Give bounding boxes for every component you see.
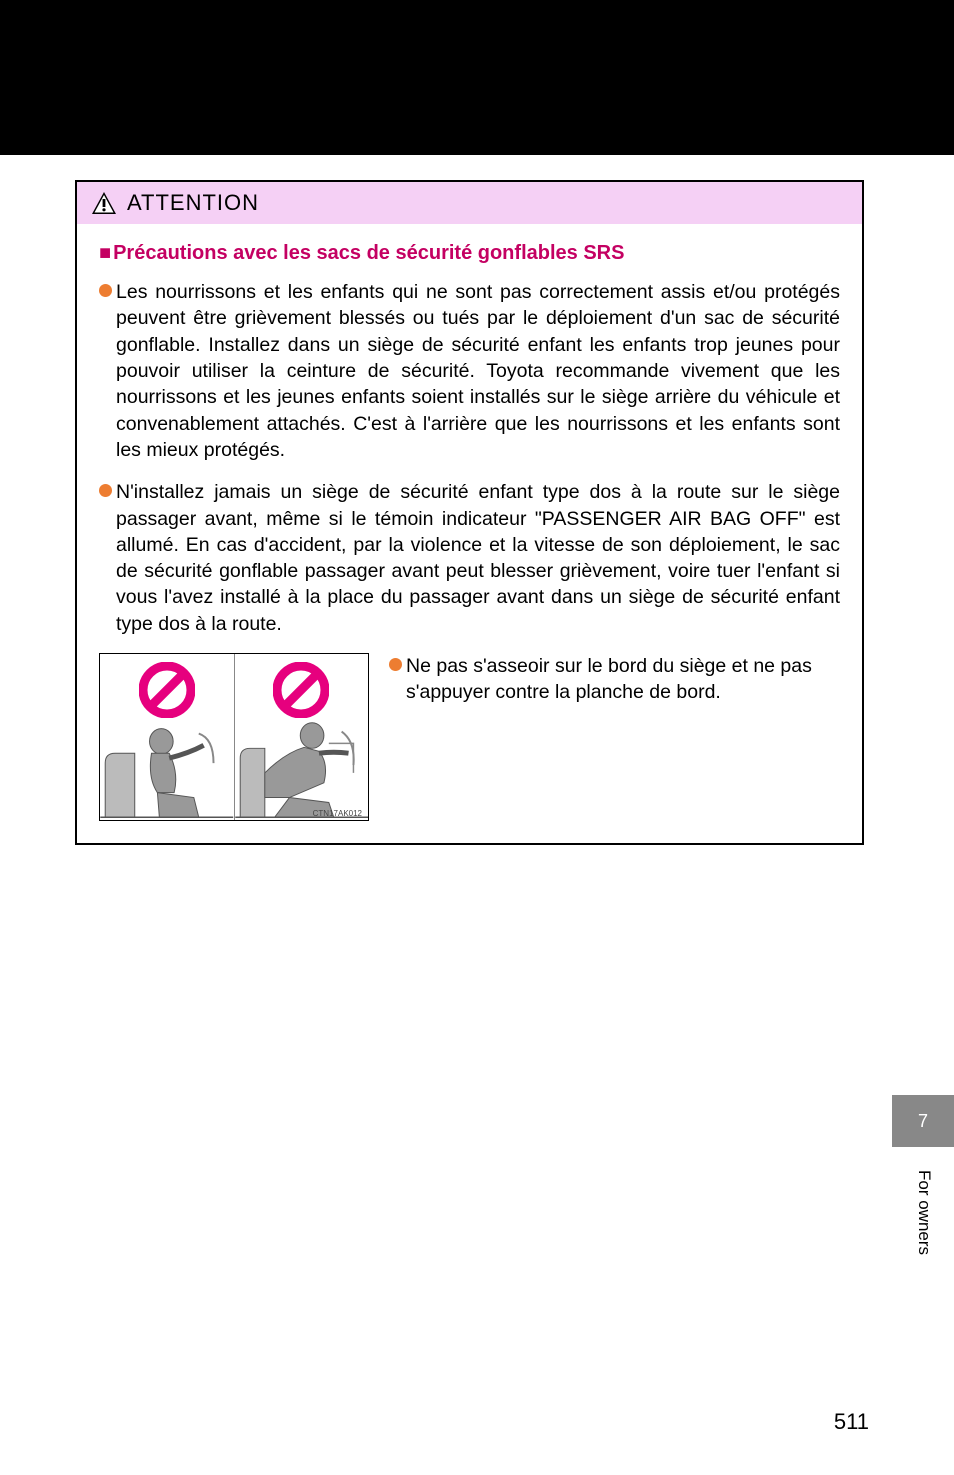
bullet-text: N'installez jamais un siège de sécurité … <box>116 479 840 637</box>
caution-title: ATTENTION <box>127 190 259 216</box>
content-area: ATTENTION ■Précautions avec les sacs de … <box>0 155 954 845</box>
warning-triangle-icon <box>91 191 117 215</box>
section-heading: ■Précautions avec les sacs de sécurité g… <box>99 242 840 265</box>
illustration-code: CTN17AK012 <box>313 809 362 818</box>
seated-person-icon <box>100 704 234 820</box>
bullet-dot-icon <box>99 484 112 497</box>
illustration-panel-left <box>100 654 235 820</box>
illustration-caption: Ne pas s'asseoir sur le bord du siège et… <box>389 653 840 706</box>
bullet-item: N'installez jamais un siège de sécurité … <box>99 479 840 637</box>
illustration-panel-right <box>235 654 369 820</box>
caution-body: ■Précautions avec les sacs de sécurité g… <box>77 224 862 843</box>
bullet-text: Les nourrissons et les enfants qui ne so… <box>116 279 840 463</box>
leaning-person-icon <box>235 704 369 820</box>
bullet-item: Les nourrissons et les enfants qui ne so… <box>99 279 840 463</box>
page-header-black <box>0 0 954 155</box>
square-bullet-icon: ■ <box>99 242 111 264</box>
caution-header: ATTENTION <box>77 182 862 224</box>
page-number: 511 <box>834 1409 869 1435</box>
bullet-dot-icon <box>99 284 112 297</box>
illustration-box: CTN17AK012 <box>99 653 369 821</box>
bullet-dot-icon <box>389 658 402 671</box>
illustration-row: CTN17AK012 Ne pas s'asseoir sur le bord … <box>99 653 840 821</box>
section-tab: 7 <box>892 1095 954 1147</box>
section-side-label: For owners <box>914 1170 934 1255</box>
bullet-text: Ne pas s'asseoir sur le bord du siège et… <box>406 653 840 706</box>
section-heading-text: Précautions avec les sacs de sécurité go… <box>113 242 624 264</box>
caution-box: ATTENTION ■Précautions avec les sacs de … <box>75 180 864 845</box>
section-number: 7 <box>918 1111 928 1132</box>
